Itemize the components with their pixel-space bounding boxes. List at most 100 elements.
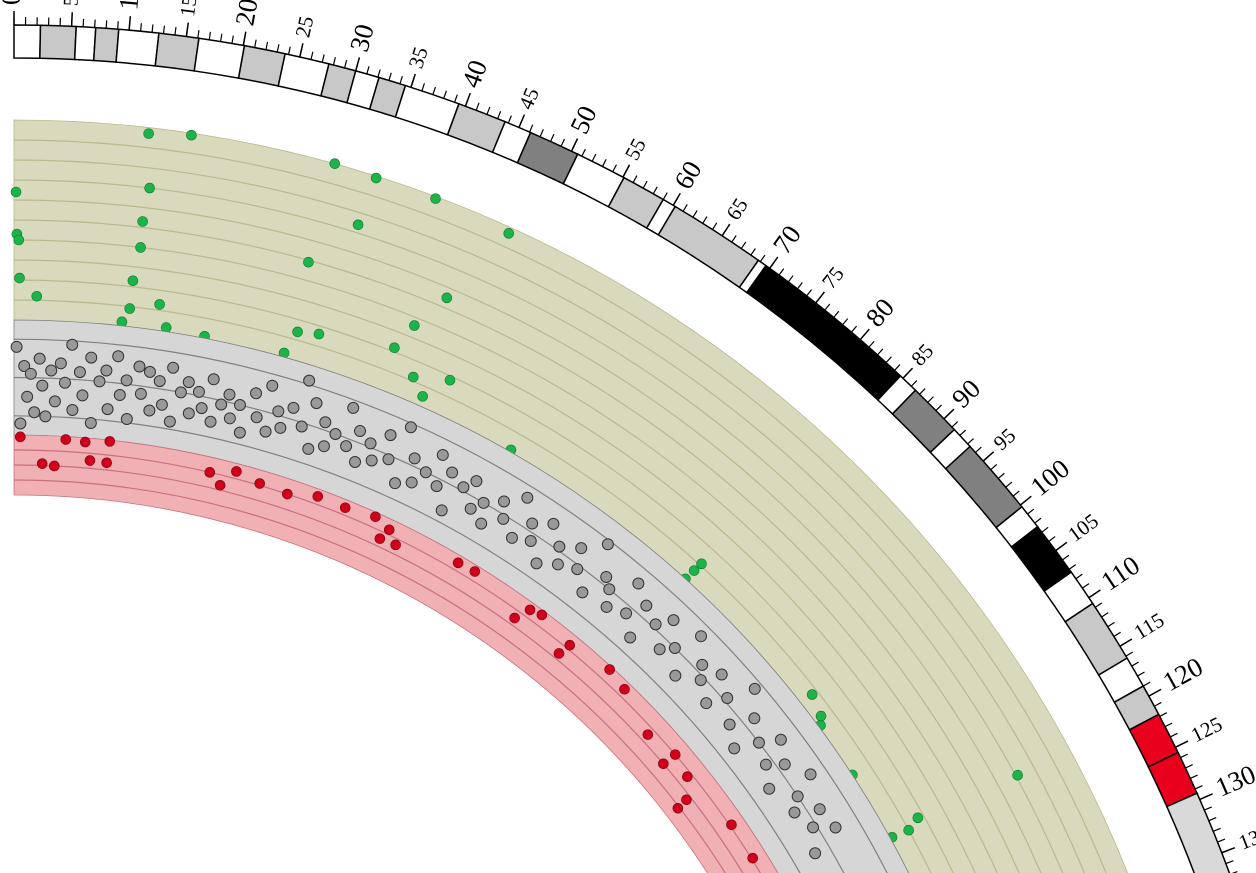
data-point xyxy=(36,379,49,392)
major-tick-mark xyxy=(902,367,914,379)
data-point xyxy=(31,290,43,302)
major-tick-mark xyxy=(1148,688,1162,697)
data-point xyxy=(526,517,539,530)
data-point xyxy=(49,460,60,472)
data-point xyxy=(36,458,48,469)
data-point xyxy=(143,128,154,139)
tick-mark xyxy=(276,44,280,53)
data-point xyxy=(681,794,692,806)
data-point xyxy=(804,768,817,781)
data-point xyxy=(694,674,707,687)
grid-line xyxy=(13,449,762,873)
data-point xyxy=(303,256,314,268)
tick-mark xyxy=(1213,827,1221,832)
tick-mark xyxy=(711,222,718,230)
tick-mark xyxy=(550,133,555,142)
grid-line xyxy=(13,259,976,873)
data-point xyxy=(384,429,397,442)
data-point xyxy=(452,557,464,569)
tick-mark xyxy=(935,404,943,411)
chromosome-band xyxy=(73,25,97,62)
tick-mark xyxy=(959,429,967,436)
track-background xyxy=(13,434,779,873)
data-point xyxy=(329,428,342,441)
chromosome-band xyxy=(193,37,246,80)
tick-mark xyxy=(833,310,840,318)
tick-mark xyxy=(1131,661,1139,667)
data-point xyxy=(774,733,787,746)
data-point xyxy=(352,219,364,231)
tick-mark xyxy=(967,438,975,445)
data-point xyxy=(21,390,34,403)
tick-mark xyxy=(740,241,747,249)
data-point xyxy=(154,299,165,310)
data-point xyxy=(79,436,91,448)
tick-label: 130 xyxy=(1211,759,1256,803)
chromosome-band xyxy=(92,26,120,63)
data-point xyxy=(389,342,400,354)
tick-mark xyxy=(1082,583,1090,589)
tick-mark xyxy=(421,83,425,92)
grid-line xyxy=(13,219,1020,873)
data-point xyxy=(223,412,236,425)
data-point xyxy=(536,609,548,621)
data-point xyxy=(370,511,381,523)
tick-mark xyxy=(990,464,998,471)
data-point xyxy=(364,437,377,450)
tick-mark xyxy=(1113,631,1122,637)
data-point xyxy=(695,630,708,643)
tick-label: 5 xyxy=(58,0,82,7)
data-point xyxy=(272,405,285,418)
tick-mark xyxy=(560,138,566,147)
tick-mark xyxy=(581,148,586,157)
data-point xyxy=(521,491,534,504)
data-point xyxy=(28,406,41,419)
data-point xyxy=(155,398,168,411)
data-point xyxy=(329,158,341,169)
tick-mark xyxy=(842,318,849,326)
chromosome-band xyxy=(154,32,200,72)
grid-line xyxy=(13,279,954,873)
data-point xyxy=(505,531,518,544)
data-point xyxy=(120,374,133,387)
data-point xyxy=(748,682,761,695)
tick-mark xyxy=(507,115,512,124)
data-point xyxy=(763,782,776,795)
data-point xyxy=(700,697,713,710)
major-tick-mark xyxy=(1199,793,1213,801)
major-tick-mark xyxy=(570,138,579,152)
data-point xyxy=(66,404,79,417)
data-point xyxy=(603,583,616,596)
data-point xyxy=(601,538,614,551)
data-point xyxy=(231,466,242,477)
grid-line xyxy=(13,338,888,873)
data-point xyxy=(76,389,89,402)
data-point xyxy=(144,182,155,194)
data-point xyxy=(553,540,566,553)
data-point xyxy=(250,387,263,400)
data-point xyxy=(310,397,323,410)
tick-label: 25 xyxy=(290,14,318,40)
tick-label: 55 xyxy=(620,134,651,164)
data-point xyxy=(215,398,228,411)
data-point xyxy=(723,718,736,731)
major-tick-mark xyxy=(721,223,731,237)
data-point xyxy=(101,457,112,469)
tick-mark xyxy=(601,159,607,167)
data-point xyxy=(390,539,401,551)
data-point xyxy=(682,771,693,783)
data-point xyxy=(524,604,536,616)
data-point xyxy=(382,453,395,466)
data-point xyxy=(313,328,325,340)
tick-mark xyxy=(287,46,291,55)
data-point xyxy=(84,416,97,429)
data-point xyxy=(669,749,681,760)
data-point xyxy=(349,455,362,468)
tick-mark xyxy=(1034,517,1042,524)
data-point xyxy=(383,524,395,536)
data-point xyxy=(409,320,420,331)
major-tick-mark xyxy=(464,92,471,107)
data-point xyxy=(619,683,630,695)
tick-mark xyxy=(529,124,534,133)
data-point xyxy=(112,350,125,363)
